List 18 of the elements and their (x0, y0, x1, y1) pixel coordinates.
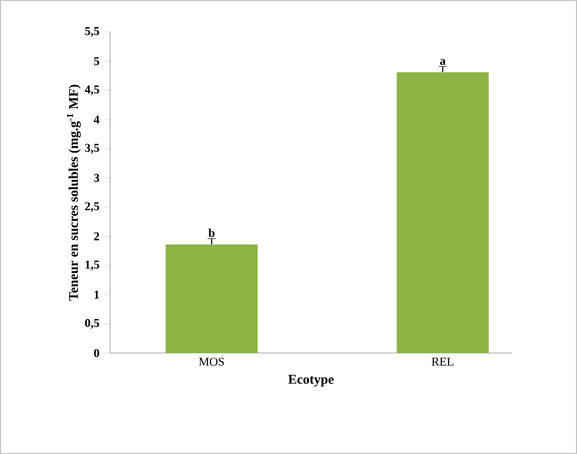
y-tick-label: 2 (94, 232, 100, 240)
x-axis-title: Ecotype (288, 374, 334, 387)
y-tick-label: 0 (94, 348, 100, 358)
annotation: a (440, 59, 446, 65)
y-tick-label: 3 (94, 174, 100, 182)
x-tick-label: REL (432, 358, 454, 366)
x-tick-label: MOS (199, 358, 224, 366)
y-tick-label: 1,5 (86, 260, 100, 270)
y-tick-label: 4,5 (84, 85, 100, 96)
y-tick-label: 5 (94, 57, 100, 66)
y-tick-label: 2,5 (85, 202, 100, 212)
y-tick-label: 1 (94, 290, 99, 299)
annotation: b (208, 228, 215, 238)
y-tick-label: 0,5 (85, 318, 100, 329)
y-axis-title: Teneur en sucres solubles (mg.g$^{-1}$ MF) (66, 84, 81, 301)
y-tick-label: 3,5 (85, 144, 100, 154)
y-tick-label: 5,5 (85, 27, 100, 37)
y-tick-label: 4 (94, 116, 100, 124)
